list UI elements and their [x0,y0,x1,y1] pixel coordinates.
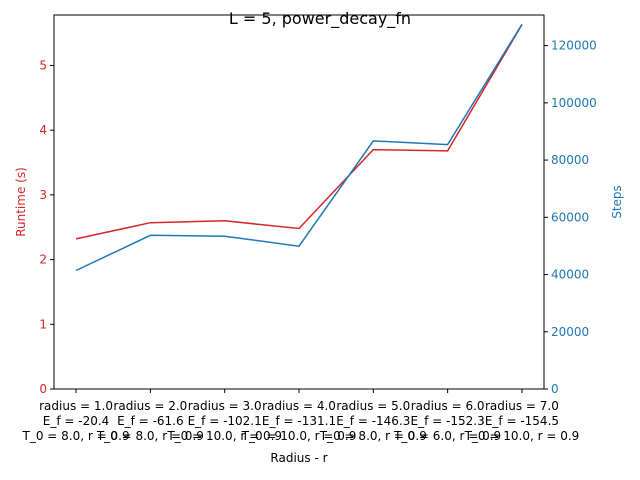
right-tick-label: 80000 [551,153,589,167]
x-axis-ticks: radius = 1.0E_f = -20.4T_0 = 8.0, r = 0.… [22,389,580,443]
x-tick-label: E_f = -20.4 [43,414,110,428]
left-tick-label: 3 [39,188,47,202]
y-axis-right-label: Steps [610,185,624,219]
right-tick-label: 60000 [551,210,589,224]
x-tick-label: radius = 6.0 [411,399,485,413]
series-steps-line [75,24,523,272]
right-tick-label: 20000 [551,325,589,339]
left-tick-label: 1 [39,317,47,331]
x-tick-label: radius = 4.0 [262,399,336,413]
chart-title: L = 5, power_decay_fn [229,9,411,29]
right-tick-label: 0 [551,382,559,396]
x-tick-label: T_0 = 6.0, r = 0.9 [393,429,501,443]
x-tick-label: T_0 = 8.0, r = 0.9 [319,429,427,443]
x-tick-label: radius = 7.0 [485,399,559,413]
left-tick-label: 4 [39,123,47,137]
x-tick-label: radius = 5.0 [336,399,410,413]
left-tick-label: 5 [39,58,47,72]
x-tick-label: E_f = -154.5 [485,414,559,428]
x-tick-label: T_0 = 8.0, r = 0.9 [22,429,130,443]
x-tick-label: T_0 = 10.0, r = 0.9 [241,429,357,443]
x-tick-label: E_f = -102.1 [188,414,262,428]
x-tick-label: E_f = -146.3 [336,414,410,428]
x-tick-label: radius = 2.0 [113,399,187,413]
x-tick-label: radius = 3.0 [188,399,262,413]
plot-frame [53,14,545,390]
x-tick-label: radius = 1.0 [39,399,113,413]
right-tick-label: 100000 [551,96,597,110]
series-runtime-line [75,24,523,240]
x-tick-label: E_f = -131.1 [262,414,336,428]
left-tick-label: 0 [39,382,47,396]
x-tick-label: T_0 = 10.0, r = 0.9 [464,429,580,443]
y-axis-left-label: Runtime (s) [14,167,28,237]
x-tick-label: E_f = -152.3 [411,414,485,428]
right-tick-label: 40000 [551,268,589,282]
x-axis-label: Radius - r [270,451,327,465]
x-tick-label: T_0 = 10.0, r = 0.9 [166,429,282,443]
left-axis-ticks: 0 1 2 3 4 5 [39,58,54,396]
x-tick-label: T_0 = 8.0, r = 0.9 [96,429,204,443]
left-tick-label: 2 [39,253,47,267]
right-axis-ticks: 0 20000 40000 60000 80000 100000 120000 [544,39,597,396]
x-tick-label: E_f = -61.6 [117,414,184,428]
right-tick-label: 120000 [551,39,597,53]
